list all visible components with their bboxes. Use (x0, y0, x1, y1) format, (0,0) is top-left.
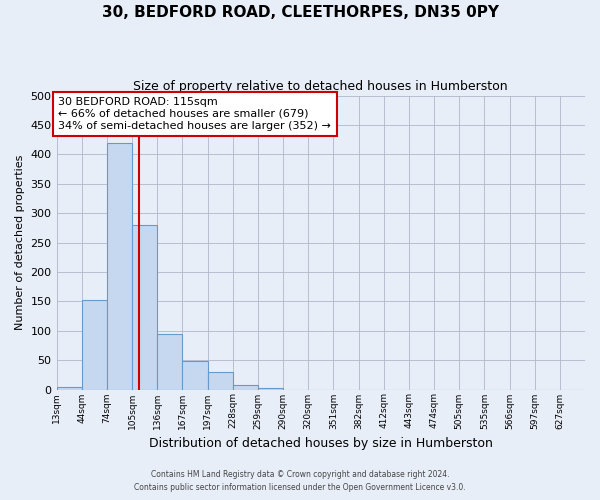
Text: 30, BEDFORD ROAD, CLEETHORPES, DN35 0PY: 30, BEDFORD ROAD, CLEETHORPES, DN35 0PY (101, 5, 499, 20)
Text: Contains HM Land Registry data © Crown copyright and database right 2024.
Contai: Contains HM Land Registry data © Crown c… (134, 470, 466, 492)
Bar (82, 300, 107, 390)
Bar (258, 388, 283, 390)
Bar (56, 386, 82, 390)
Title: Size of property relative to detached houses in Humberston: Size of property relative to detached ho… (133, 80, 508, 93)
Bar (233, 385, 258, 390)
Bar (157, 334, 182, 390)
Bar (182, 362, 208, 390)
Bar (208, 372, 233, 390)
Bar (132, 225, 157, 390)
X-axis label: Distribution of detached houses by size in Humberston: Distribution of detached houses by size … (149, 437, 493, 450)
Y-axis label: Number of detached properties: Number of detached properties (15, 155, 25, 330)
Bar (107, 142, 132, 390)
Text: 30 BEDFORD ROAD: 115sqm
← 66% of detached houses are smaller (679)
34% of semi-d: 30 BEDFORD ROAD: 115sqm ← 66% of detache… (58, 98, 331, 130)
